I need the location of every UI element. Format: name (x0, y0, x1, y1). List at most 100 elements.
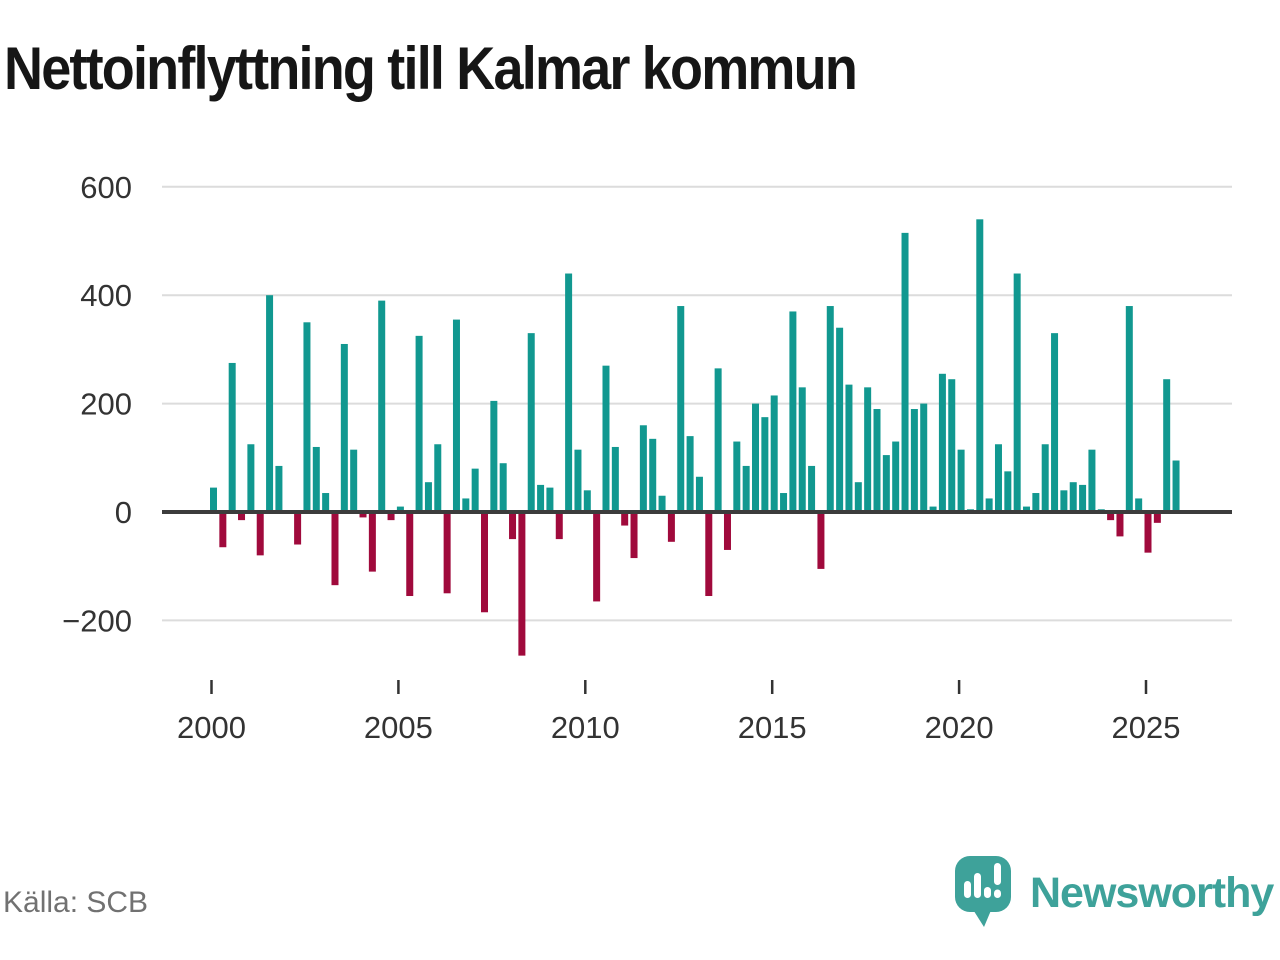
x-axis-ticks (210, 680, 1148, 694)
chart-bar (490, 400, 498, 512)
chart-bar (985, 498, 993, 512)
chart-bar (396, 506, 404, 512)
chart-bar (565, 273, 573, 512)
chart-bar (882, 455, 890, 512)
chart-bar (462, 498, 470, 512)
chart-bar (247, 444, 255, 512)
y-axis-label: 400 (80, 278, 132, 313)
chart-bar (1125, 306, 1133, 512)
chart-bar (1032, 493, 1040, 512)
chart-bar (574, 449, 582, 512)
chart-bar (938, 373, 946, 512)
chart-bar (667, 512, 675, 542)
chart-bar (406, 512, 414, 597)
chart-bar (817, 512, 825, 569)
chart-bar (537, 484, 545, 512)
page-title: Nettoinflyttning till Kalmar kommun (4, 35, 858, 102)
chart-bar (892, 441, 900, 512)
chart-bar (1069, 482, 1077, 512)
chart-bar (1041, 444, 1049, 512)
chart-bar (639, 425, 647, 512)
chart-bar (331, 512, 339, 586)
chart-bar (770, 395, 778, 512)
chart-bar (976, 219, 984, 512)
chart-bar (723, 512, 731, 550)
chart-bar (948, 379, 956, 512)
chart-bar (1107, 512, 1115, 521)
chart-bar (789, 311, 797, 512)
y-axis-label: 600 (80, 170, 132, 205)
chart-bar (798, 387, 806, 512)
chart-bar (836, 327, 844, 512)
chart-bar (957, 449, 965, 512)
newsworthy-logo-icon (955, 856, 1011, 927)
x-axis-label: 2025 (1112, 710, 1181, 745)
chart-bar (219, 512, 227, 548)
chart-bar (303, 322, 311, 512)
chart-bar (238, 512, 246, 521)
chart-bar (1135, 498, 1143, 512)
chart-bar (256, 512, 264, 556)
x-axis-label: 2005 (364, 710, 433, 745)
chart-bar (695, 476, 703, 512)
chart-bar (546, 487, 554, 512)
chart-bar (415, 335, 423, 512)
chart-bar (350, 449, 358, 512)
chart-bar (910, 409, 918, 512)
y-axis-label: −200 (62, 603, 132, 638)
source-note: Källa: SCB (3, 886, 149, 919)
chart-bar (621, 512, 629, 526)
chart-bar (387, 512, 395, 521)
logo-exclamation-dot (994, 889, 1001, 898)
chart-bar (1023, 506, 1031, 512)
chart-bar (509, 512, 517, 540)
chart-bar (826, 306, 834, 512)
chart-bar (481, 512, 488, 613)
chart-bar (864, 387, 872, 512)
x-axis-labels: 2000 2005 2010 2015 2020 2025 (177, 710, 1180, 745)
chart-bar (761, 417, 769, 512)
chart-bar (527, 333, 535, 512)
logo-bubble (955, 856, 1011, 912)
chart-bar (649, 438, 657, 512)
chart-bar (294, 512, 302, 545)
chart-bar (424, 482, 432, 512)
chart-bar (845, 384, 853, 512)
gridlines (162, 185, 1232, 622)
chart-bar (266, 295, 274, 512)
chart-bar (677, 306, 685, 512)
x-axis-label: 2015 (738, 710, 807, 745)
chart-bar (658, 495, 666, 512)
chart-bar (518, 512, 526, 656)
chart-bar (808, 465, 816, 512)
y-axis-label: 0 (115, 495, 132, 530)
chart-bar (1088, 449, 1096, 512)
x-axis-label: 2010 (551, 710, 620, 745)
chart-bar (901, 232, 909, 512)
chart-bar (705, 512, 713, 597)
logo-bar-3 (984, 887, 991, 898)
chart-bar (1079, 484, 1087, 512)
y-axis-labels: 600 400 200 0 −200 (62, 170, 132, 639)
chart-bar (752, 403, 760, 512)
chart-bar (378, 300, 386, 512)
logo-bar-1 (964, 881, 971, 898)
y-axis-label: 200 (80, 387, 132, 422)
x-axis-label: 2000 (177, 710, 246, 745)
chart-bar (228, 362, 236, 512)
chart-bar (920, 403, 928, 512)
chart-bar (854, 482, 862, 512)
chart-bar (1116, 512, 1124, 537)
chart-bar (359, 512, 367, 518)
logo-exclamation-bar (994, 863, 1001, 885)
chart-bar (733, 441, 741, 512)
chart-bar (929, 506, 937, 512)
chart-bar (1051, 333, 1059, 512)
logo-bubble-tail (972, 908, 992, 927)
chart-bar (275, 465, 283, 512)
chart-bar (742, 465, 750, 512)
chart-bar (583, 490, 591, 512)
chart-bar (873, 409, 881, 512)
chart-bar (340, 343, 348, 512)
chart-bar (322, 493, 330, 512)
